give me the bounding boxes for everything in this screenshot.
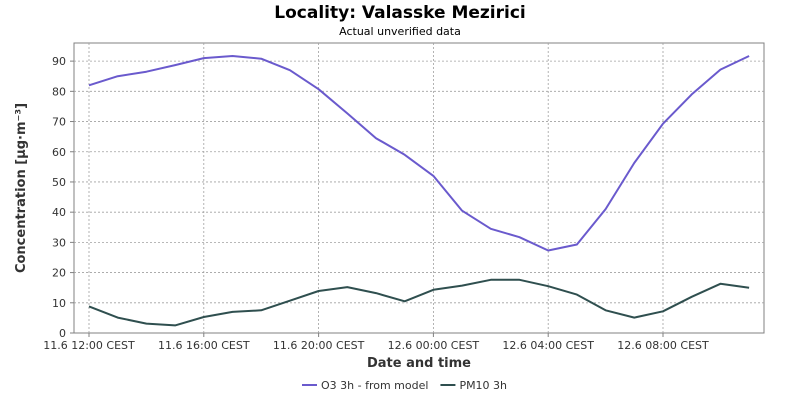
series-line-pm10-3h	[88, 278, 750, 327]
x-tick-label: 12.6 04:00 CEST	[502, 339, 594, 352]
y-axis-label: Concentration [µg·m⁻³]	[14, 103, 29, 273]
plot-area	[73, 42, 765, 334]
x-axis-label: Date and time	[367, 356, 471, 371]
y-tick-label: 40	[52, 206, 66, 219]
x-tick-label: 11.6 12:00 CEST	[43, 339, 135, 352]
series-lines	[88, 55, 750, 327]
y-tick-label: 50	[52, 176, 66, 189]
chart-title: Locality: Valasske Mezirici	[274, 3, 525, 23]
chart-subtitle: Actual unverified data	[339, 25, 461, 38]
y-tick-label: 80	[52, 85, 66, 98]
y-axis-ticks: 0 10 20 30 40 50 60 70 80 90	[52, 55, 74, 340]
y-tick-label: 30	[52, 236, 66, 249]
y-tick-label: 20	[52, 267, 66, 280]
series-line-o3-3h-from-model	[88, 55, 750, 252]
x-tick-label: 12.6 00:00 CEST	[388, 339, 480, 352]
y-tick-label: 70	[52, 116, 66, 129]
x-tick-label: 11.6 20:00 CEST	[273, 339, 365, 352]
x-axis-ticks: 11.6 12:00 CEST 11.6 16:00 CEST 11.6 20:00…	[43, 333, 709, 352]
x-tick-label: 12.6 08:00 CEST	[617, 339, 709, 352]
y-tick-label: 60	[52, 146, 66, 159]
legend-label-pm10-3h: PM10 3h	[459, 379, 507, 392]
x-tick-label: 11.6 16:00 CEST	[158, 339, 250, 352]
y-tick-label: 90	[52, 55, 66, 68]
grid-lines	[74, 43, 764, 333]
y-tick-label: 10	[52, 297, 66, 310]
legend-label-o3-3h-from-model: O3 3h - from model	[321, 379, 428, 392]
y-tick-label: 0	[59, 327, 66, 340]
legend: O3 3h - from model PM10 3h	[302, 379, 507, 392]
